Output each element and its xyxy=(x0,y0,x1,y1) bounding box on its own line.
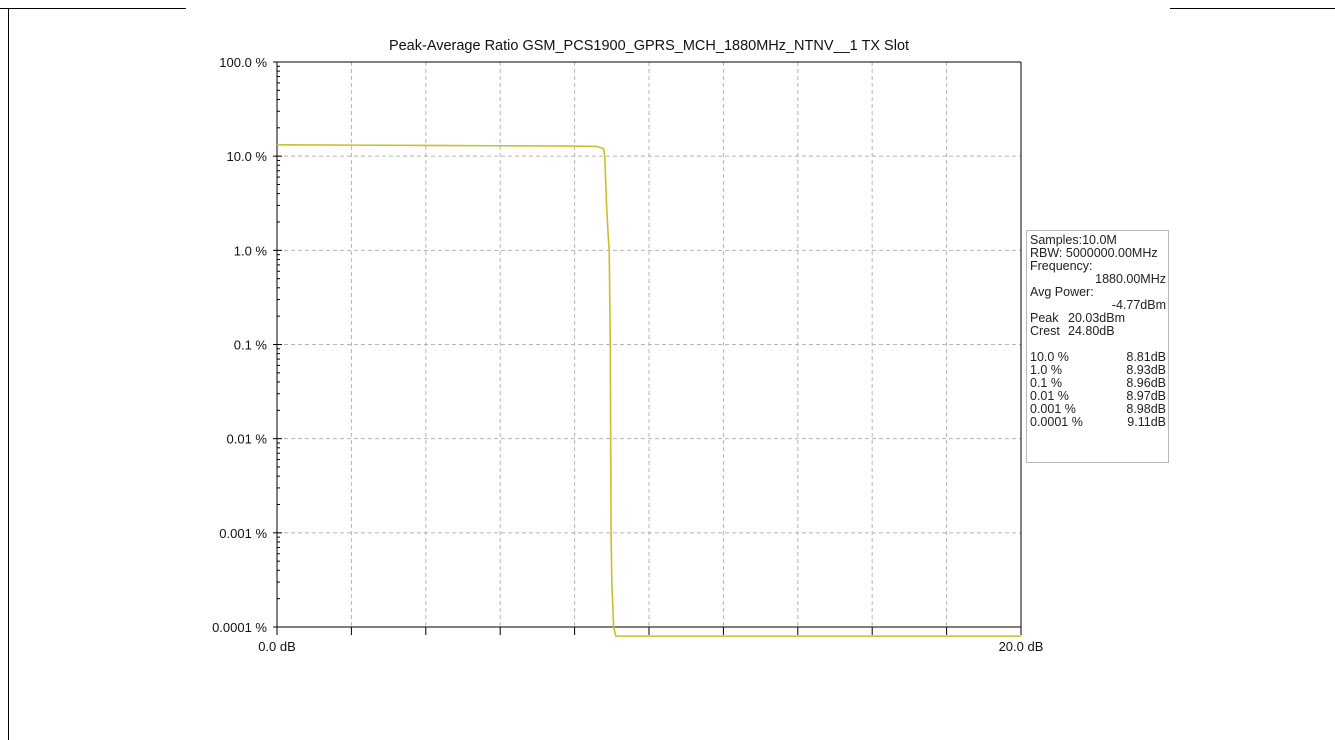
percentile-value: 8.81dB xyxy=(1126,350,1166,364)
measurement-info-box: Samples:10.0M RBW: 5000000.00MHz Frequen… xyxy=(1026,230,1169,463)
frame-border-top-left xyxy=(0,8,186,9)
y-tick-label: 10.0 % xyxy=(227,149,268,164)
y-tick-label: 0.001 % xyxy=(219,526,267,541)
samples-text: Samples:10.0M xyxy=(1030,233,1117,247)
percentile-label: 1.0 % xyxy=(1030,363,1062,377)
chart-title: Peak-Average Ratio GSM_PCS1900_GPRS_MCH_… xyxy=(389,38,909,54)
frame-border-left xyxy=(8,8,9,740)
peak-value: 20.03dBm xyxy=(1068,311,1125,325)
crest-label: Crest xyxy=(1030,324,1060,338)
series-line xyxy=(276,144,1021,637)
y-tick-label: 1.0 % xyxy=(234,243,268,258)
percentile-value: 8.98dB xyxy=(1126,402,1166,416)
y-tick-label: 0.01 % xyxy=(227,432,268,447)
percentile-row: 0.001 % 8.98dB xyxy=(1030,403,1166,416)
y-tick-label: 100.0 % xyxy=(219,55,267,70)
percentile-label: 0.0001 % xyxy=(1030,415,1083,429)
y-tick-label: 0.1 % xyxy=(234,338,268,353)
percentile-row: 0.1 % 8.96dB xyxy=(1030,377,1166,390)
peak-row: Peak 20.03dBm xyxy=(1030,312,1166,325)
percentile-value: 9.11dB xyxy=(1127,415,1166,429)
percentile-value: 8.93dB xyxy=(1126,363,1166,377)
percentile-row: 1.0 % 8.93dB xyxy=(1030,364,1166,377)
percentile-label: 0.1 % xyxy=(1030,376,1062,390)
percentile-value: 8.97dB xyxy=(1126,389,1166,403)
percentile-label: 0.001 % xyxy=(1030,402,1076,416)
rbw-text: RBW: 5000000.00MHz xyxy=(1030,246,1158,260)
y-tick-label: 0.0001 % xyxy=(212,620,267,635)
peak-label: Peak xyxy=(1030,311,1059,325)
crest-value: 24.80dB xyxy=(1068,324,1115,338)
percentile-row: 10.0 % 8.81dB xyxy=(1030,351,1166,364)
avg-power-label: Avg Power: xyxy=(1030,285,1094,299)
x-tick-label: 0.0 dB xyxy=(258,639,296,654)
frequency-label: Frequency: xyxy=(1030,259,1093,273)
frame-border-top-right xyxy=(1170,8,1335,9)
percentile-row: 0.0001 % 9.11dB xyxy=(1030,416,1166,429)
x-tick-label: 20.0 dB xyxy=(999,639,1044,654)
percentile-row: 0.01 % 8.97dB xyxy=(1030,390,1166,403)
percentile-label: 0.01 % xyxy=(1030,389,1069,403)
frequency-value: 1880.00MHz xyxy=(1095,272,1166,286)
crest-row: Crest 24.80dB xyxy=(1030,325,1166,338)
avg-power-value: -4.77dBm xyxy=(1111,298,1166,312)
percentile-value: 8.96dB xyxy=(1126,376,1166,390)
percentile-label: 10.0 % xyxy=(1030,350,1069,364)
